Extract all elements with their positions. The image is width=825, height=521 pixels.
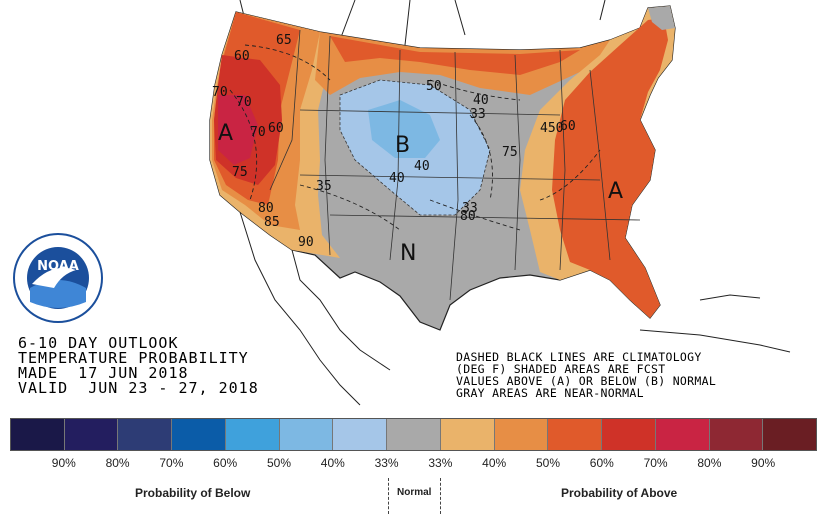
state-borders <box>269 29 641 301</box>
legend-swatch <box>279 419 334 450</box>
title-line-2: TEMPERATURE PROBABILITY <box>18 349 249 367</box>
legend-tick-label: 90% <box>751 456 776 470</box>
note-line-1: DASHED BLACK LINES ARE CLIMATOLOGY <box>456 350 702 364</box>
contour-label: 450 <box>540 121 563 136</box>
legend-tick-label: 33% <box>374 456 399 470</box>
new-england-gray <box>648 6 675 30</box>
contour-label: 35 <box>316 179 332 194</box>
climatology-contours <box>229 44 601 231</box>
contour-label: 80 <box>258 201 274 216</box>
legend-swatch <box>494 419 549 450</box>
outlook-map: 65 60 70 70 70 60 75 80 85 90 35 50 40 3… <box>209 0 791 406</box>
title-line-4: VALID JUN 23 - 27, 2018 <box>18 379 259 397</box>
contour-label: 70 <box>212 85 228 100</box>
map-notes: DASHED BLACK LINES ARE CLIMATOLOGY (DEG F… <box>456 351 716 399</box>
contour-label: 75 <box>502 145 518 160</box>
legend-tick-label: 80% <box>105 456 130 470</box>
legend-tick-label: 33% <box>428 456 453 470</box>
legend-swatch <box>387 419 441 450</box>
legend-tick-label: 70% <box>159 456 184 470</box>
legend-tick-label: 80% <box>697 456 722 470</box>
below-caption: Probability of Below <box>135 486 251 500</box>
below-letter-central: B <box>395 133 410 158</box>
legend-swatch <box>64 419 119 450</box>
legend-tick-label: 90% <box>51 456 76 470</box>
title-line-3: MADE 17 JUN 2018 <box>18 364 189 382</box>
legend-swatch <box>763 419 817 450</box>
contour-label: 40 <box>473 93 489 108</box>
note-line-2: (DEG F) SHADED AREAS ARE FCST <box>456 362 666 376</box>
contour-label: 60 <box>560 119 576 134</box>
contour-label: 90 <box>298 235 314 250</box>
above-caption: Probability of Above <box>561 486 678 500</box>
legend-tick-label: 40% <box>320 456 345 470</box>
east-above-60 <box>552 18 668 318</box>
contour-labels: 65 60 70 70 70 60 75 80 85 90 35 50 40 3… <box>212 33 576 250</box>
note-line-4: GRAY AREAS ARE NEAR-NORMAL <box>456 386 644 400</box>
above-letter-east: A <box>608 179 623 204</box>
contour-label: 50 <box>426 79 442 94</box>
legend-swatch <box>225 419 280 450</box>
contour-label: 60 <box>268 121 284 136</box>
contour-label: 33 <box>462 201 478 216</box>
legend-swatch <box>172 419 226 450</box>
logo-text: NOAA <box>37 259 79 274</box>
legend-swatch <box>709 419 764 450</box>
legend-tick-label: 50% <box>535 456 561 470</box>
legend-swatch <box>602 419 656 450</box>
legend-tick-label: 60% <box>589 456 614 470</box>
legend-tick-label: 70% <box>643 456 668 470</box>
north-above <box>315 8 650 95</box>
us-temperature-map: 65 60 70 70 70 60 75 80 85 90 35 50 40 3… <box>209 0 791 406</box>
contour-label: 80 <box>460 209 476 224</box>
contour-label: 65 <box>276 33 292 48</box>
normal-divider-right <box>440 478 441 514</box>
above-letter-west: A <box>218 121 233 146</box>
contour-label: 70 <box>236 95 252 110</box>
legend-swatch <box>11 419 65 450</box>
contour-label: 70 <box>250 125 266 140</box>
legend-swatch <box>548 419 603 450</box>
legend-tick-label: 40% <box>482 456 507 470</box>
legend-swatch <box>440 419 495 450</box>
central-below-40 <box>368 100 440 158</box>
contour-label: 40 <box>389 171 405 186</box>
normal-letter-south: N <box>400 241 416 266</box>
contour-label: 85 <box>264 215 280 230</box>
noaa-logo: NOAA <box>12 232 104 324</box>
normal-divider-left <box>388 478 389 514</box>
legend-swatch <box>655 419 710 450</box>
legend-tick-labels: 90% 80% 70% 60% 50% 40% 33% 33% 40% 50% 60% 70% 80% 9… <box>10 456 817 472</box>
mexico-caribbean-outlines <box>239 211 791 406</box>
legend-swatch <box>333 419 388 450</box>
west-above-80 <box>218 95 258 165</box>
probability-legend-bar <box>10 418 817 451</box>
contour-label: 33 <box>470 107 486 122</box>
contour-label: 60 <box>234 49 250 64</box>
contour-label: 75 <box>232 165 248 180</box>
noaa-emblem-icon: NOAA <box>13 233 103 323</box>
contour-label: 40 <box>414 159 430 174</box>
legend-tick-label: 50% <box>266 456 292 470</box>
note-line-3: VALUES ABOVE (A) OR BELOW (B) NORMAL <box>456 374 717 388</box>
outlook-title-block: 6-10 DAY OUTLOOK TEMPERATURE PROBABILITY M… <box>18 336 259 396</box>
legend-tick-label: 60% <box>213 456 238 470</box>
title-line-1: 6-10 DAY OUTLOOK <box>18 334 179 352</box>
legend-swatch <box>118 419 173 450</box>
normal-caption: Normal <box>397 487 432 498</box>
